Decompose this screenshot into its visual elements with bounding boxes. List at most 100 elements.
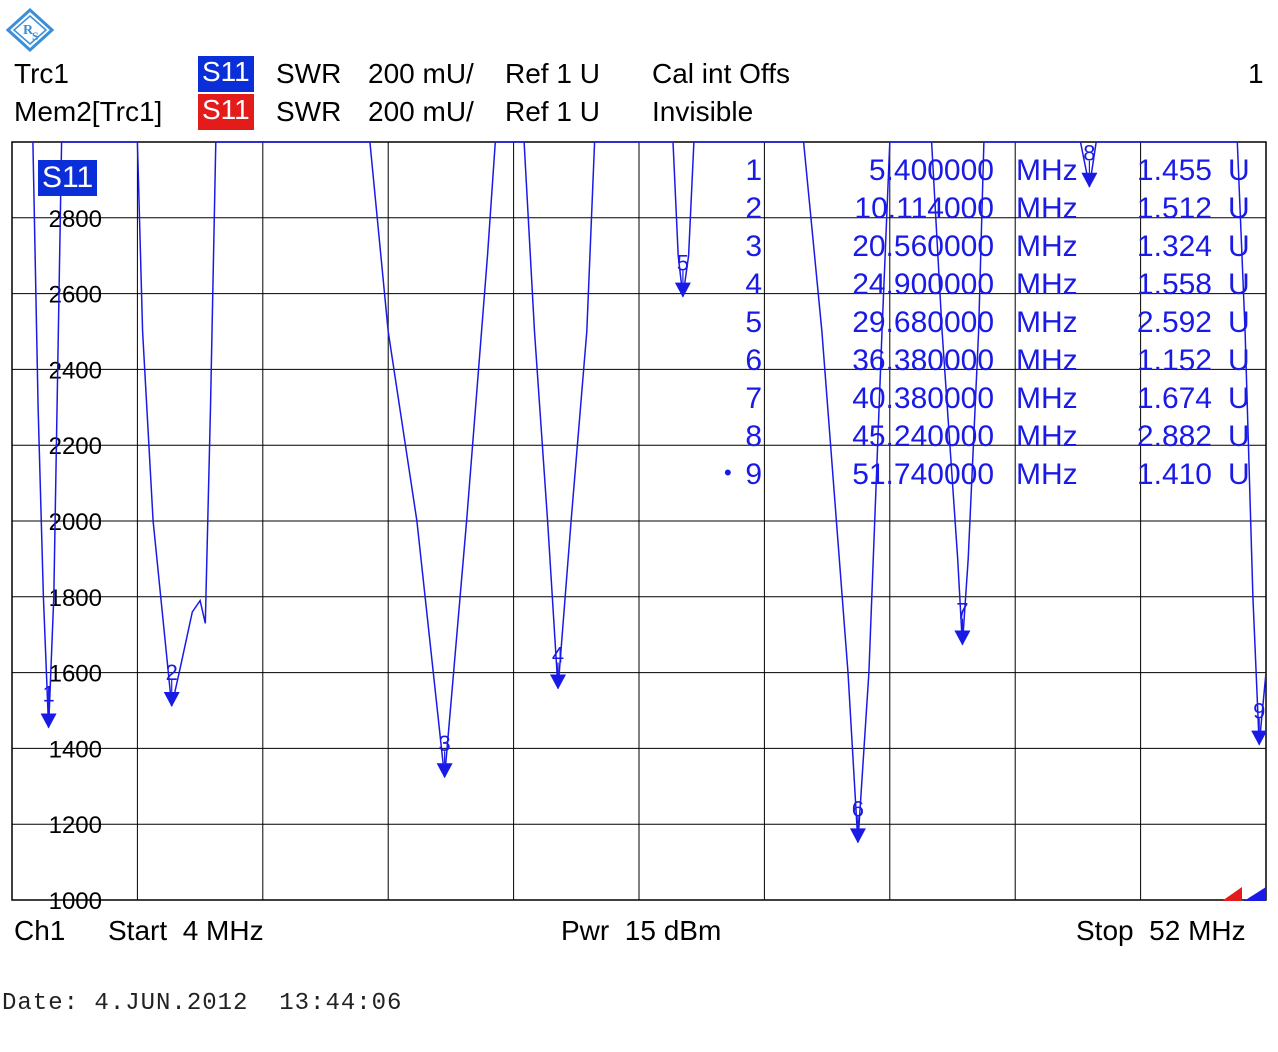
marker-4-triangle[interactable] [550,674,567,690]
stop-frequency[interactable]: Stop 52 MHz [1076,915,1246,946]
marker-value: 2.882 [1136,420,1212,453]
marker-value: 2.592 [1136,306,1212,339]
trace-name[interactable]: Trc1 [14,58,69,89]
marker-3-label: 3 [439,731,451,756]
marker-value-unit: U [1228,154,1250,187]
marker-number: 3 [745,230,762,263]
marker-value: 1.324 [1136,230,1212,263]
marker-frequency: 29.680000 [852,306,994,339]
marker-6-label: 6 [852,796,864,821]
y-tick-label: 2800 [49,206,102,233]
y-tick-label: 1200 [49,812,102,839]
svg-text:R: R [23,23,34,38]
start-frequency[interactable]: Start 4 MHz [108,915,264,946]
cal-status: Cal int Offs [652,58,790,89]
marker-1-label: 1 [42,682,54,707]
marker-2-label: 2 [166,660,178,685]
s11-tag[interactable]: S11 [198,56,254,92]
marker-frequency-unit: MHz [1016,420,1078,453]
mem-ref-label[interactable]: Ref 1 U [505,96,600,127]
marker-2-triangle[interactable] [163,691,180,707]
marker-frequency: 10.114000 [854,192,994,225]
memory-trace-indicator-icon [1222,887,1242,901]
y-tick-label: 1400 [49,736,102,763]
y-tick-labels: 1000 1200 1400 1600 1800 2000 2200 2400 2600 2800 [49,206,102,915]
y-tick-label: 1800 [49,585,102,612]
marker-frequency-unit: MHz [1016,382,1078,415]
trace-indicator-icon [1244,887,1266,901]
marker-frequency-unit: MHz [1016,154,1078,187]
y-tick-label: 1600 [49,661,102,688]
marker-6-triangle[interactable] [849,828,866,844]
marker-frequency-unit: MHz [1016,268,1078,301]
mem-s11-tag[interactable]: S11 [198,94,254,130]
marker-value: 1.455 [1136,154,1212,187]
y-tick-label: 2600 [49,282,102,309]
marker-value: 1.558 [1136,268,1212,301]
marker-8-triangle[interactable] [1081,172,1098,188]
marker-1-triangle[interactable] [40,713,57,729]
marker-7-triangle[interactable] [954,630,971,646]
y-tick-label: 2400 [49,357,102,384]
marker-frequency-unit: MHz [1016,458,1078,491]
power-level[interactable]: Pwr 15 dBm [561,915,722,946]
plot-trace-tag-label: S11 [42,161,94,194]
scale-label[interactable]: 200 mU/ [368,58,474,89]
marker-number: 4 [745,268,762,301]
y-tick-label: 2000 [49,509,102,536]
svg-text:S: S [32,29,39,43]
y-tick-label: 2200 [49,433,102,460]
mem-scale-label[interactable]: 200 mU/ [368,96,474,127]
marker-value-unit: U [1228,458,1250,491]
marker-value-unit: U [1228,268,1250,301]
format-label[interactable]: SWR [276,58,342,89]
grid [11,141,1267,901]
mem-format-label[interactable]: SWR [276,96,342,127]
marker-frequency-unit: MHz [1016,192,1078,225]
mem-s11-tag-label: S11 [202,94,250,125]
marker-number: 1 [745,154,762,187]
marker-number: 2 [745,192,762,225]
marker-value-unit: U [1228,306,1250,339]
marker-value: 1.674 [1136,382,1212,415]
active-marker-dot-icon: • [724,460,732,485]
marker-frequency-unit: MHz [1016,306,1078,339]
marker-number: 9 [745,458,762,491]
date-timestamp: Date: 4.JUN.2012 13:44:06 [2,990,403,1017]
marker-value-unit: U [1228,420,1250,453]
marker-frequency: 5.400000 [868,154,994,187]
marker-number: 6 [745,344,762,377]
plot-trace-tag[interactable]: S11 [38,160,98,196]
marker-3-triangle[interactable] [436,763,453,779]
marker-frequency-unit: MHz [1016,230,1078,263]
marker-9-label: 9 [1253,699,1265,724]
memory-trace-name[interactable]: Mem2[Trc1] [14,96,163,127]
marker-value-unit: U [1228,382,1250,415]
marker-5-triangle[interactable] [674,282,691,298]
marker-8-label: 8 [1083,141,1095,166]
marker-number: 8 [745,420,762,453]
marker-frequency: 51.740000 [852,458,994,491]
marker-value-unit: U [1228,192,1250,225]
marker-frequency-unit: MHz [1016,344,1078,377]
marker-value: 1.512 [1136,192,1212,225]
marker-frequency: 20.560000 [852,230,994,263]
marker-7-label: 7 [956,599,968,624]
marker-frequency: 36.380000 [852,344,994,377]
marker-value: 1.410 [1136,458,1212,491]
marker-number: 7 [745,382,762,415]
channel-label[interactable]: Ch1 [14,915,66,946]
marker-9-triangle[interactable] [1251,730,1268,746]
marker-value: 1.152 [1136,344,1212,377]
rohde-schwarz-logo: R S [6,8,54,52]
channel-number: 1 [1248,58,1264,89]
marker-frequency: 40.380000 [852,382,994,415]
y-tick-label: 1000 [49,888,102,915]
markers-layer: 1 2 3 4 5 6 7 8 9 [40,141,1268,844]
marker-frequency: 45.240000 [852,420,994,453]
ref-label[interactable]: Ref 1 U [505,58,600,89]
marker-frequency: 24.900000 [852,268,994,301]
marker-5-label: 5 [677,251,689,276]
s11-tag-label: S11 [202,56,250,87]
